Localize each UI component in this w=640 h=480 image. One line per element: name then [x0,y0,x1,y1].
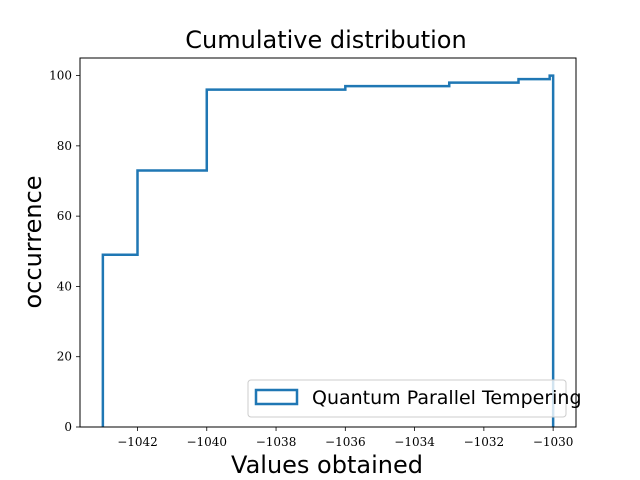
x-tick-label: −1042 [117,435,158,449]
y-tick-label: 100 [49,69,72,83]
plot-area: −1042 −1040 −1038 −1036 −1034 −1032 −1030 0 20 4… [49,57,577,449]
x-axis-ticks: −1042 −1040 −1038 −1036 −1034 −1032 −1030 [117,427,573,449]
y-axis-label: occurrence [19,175,47,308]
y-axis-ticks: 0 20 40 60 80 100 [49,69,80,434]
legend-box [247,379,567,418]
x-tick-label: −1036 [325,435,366,449]
x-tick-label: −1040 [186,435,227,449]
legend-entry-label: Quantum Parallel Tempering [312,387,582,409]
chart-title: Cumulative distribution [185,26,466,54]
x-tick-label: −1030 [533,435,574,449]
y-tick-label: 40 [57,279,72,293]
y-tick-label: 20 [57,350,72,364]
y-tick-label: 0 [64,420,72,434]
axes-frame [79,57,577,428]
legend-swatch [254,388,299,406]
x-tick-label: −1038 [256,435,297,449]
legend: Quantum Parallel Tempering [247,379,582,418]
y-tick-label: 60 [57,209,72,223]
x-axis-label: Values obtained [231,451,423,479]
y-tick-label: 80 [57,139,72,153]
series-line-0 [101,74,555,427]
x-tick-label: −1034 [394,435,435,449]
x-tick-label: −1032 [464,435,505,449]
series-layer [101,74,555,427]
